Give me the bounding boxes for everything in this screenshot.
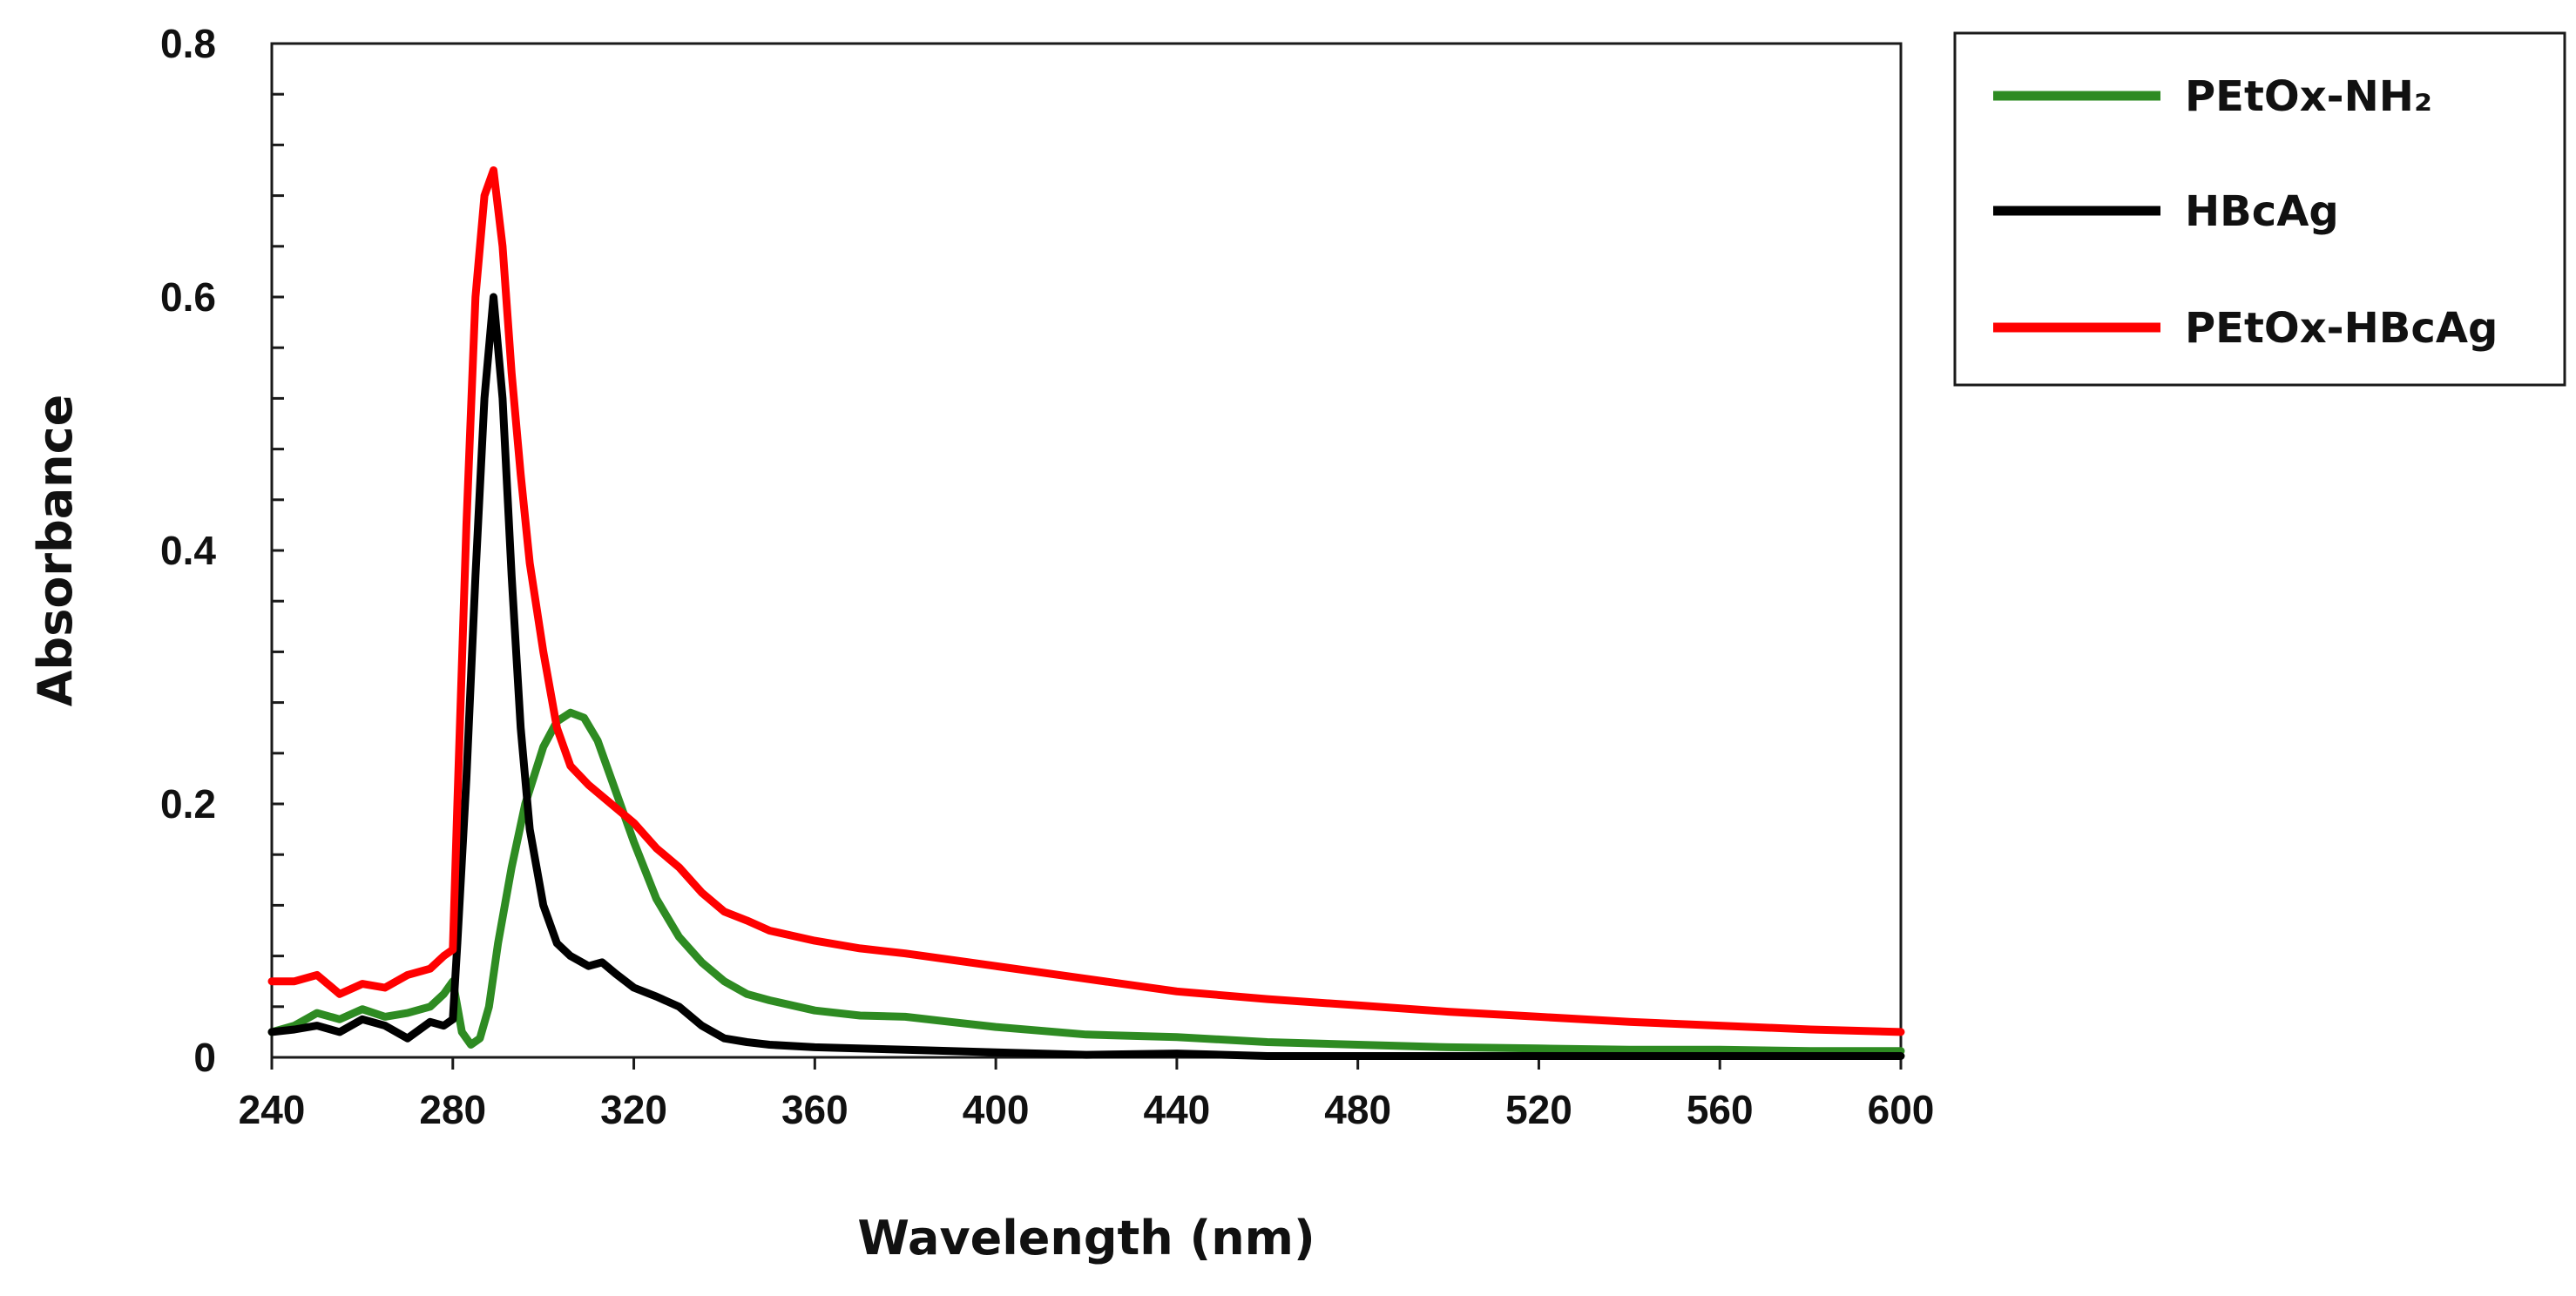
x-axis-tick-labels: 240 280 320 360 400 440 480 520 560 600 [239, 1087, 1935, 1132]
x-axis-title: Wavelength (nm) [857, 1211, 1315, 1266]
plot-area [270, 42, 1903, 1059]
y-tick-label: 0 [193, 1035, 216, 1080]
y-tick-label: 0.4 [160, 528, 216, 573]
y-tick-label: 0.6 [160, 274, 216, 320]
series-lines [267, 166, 1905, 1060]
x-tick-label: 400 [963, 1087, 1030, 1132]
y-tick-label: 0.2 [160, 781, 216, 827]
x-tick-label: 320 [600, 1087, 667, 1132]
y-axis-title: Absorbance [28, 395, 83, 707]
legend-label-petox-nh2: PEtOx-NH₂ [2185, 72, 2432, 121]
legend-label-petox-hbcag: PEtOx-HBcAg [2185, 304, 2498, 353]
y-axis-tick-labels: 0 0.2 0.4 0.6 0.8 [160, 21, 216, 1080]
x-tick-label: 240 [239, 1087, 306, 1132]
x-tick-label: 520 [1505, 1087, 1572, 1132]
plot-border [270, 42, 1903, 1059]
legend: PEtOx-NH₂ HBcAg PEtOx-HBcAg [1953, 31, 2566, 387]
x-tick-label: 480 [1324, 1087, 1391, 1132]
y-tick-label: 0.8 [160, 21, 216, 66]
x-tick-label: 360 [781, 1087, 849, 1132]
series-line-hbcag [267, 293, 1905, 1060]
series-line-petox-nh2 [267, 708, 1905, 1056]
legend-label-hbcag: HBcAg [2185, 187, 2339, 236]
x-tick-label: 560 [1687, 1087, 1754, 1132]
x-tick-label: 440 [1144, 1087, 1211, 1132]
x-tick-label: 600 [1868, 1087, 1935, 1132]
y-minor-ticks [272, 92, 284, 1009]
x-tick-label: 280 [419, 1087, 486, 1132]
series-line-petox-hbcag [267, 166, 1905, 1036]
